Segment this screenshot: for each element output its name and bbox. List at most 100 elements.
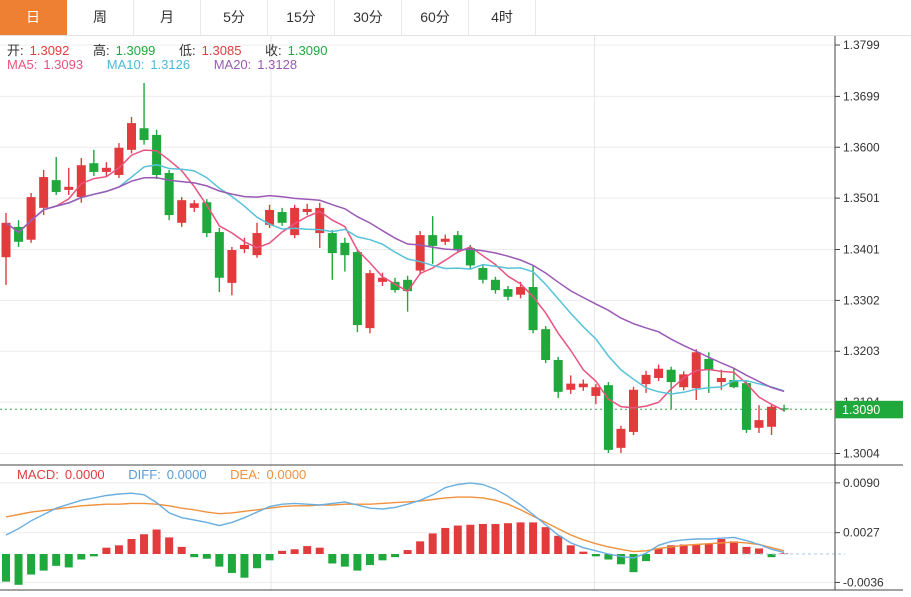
candle: [265, 209, 275, 225]
candle: [26, 197, 36, 240]
axes: [0, 35, 903, 591]
candle: [76, 165, 86, 198]
candle: [403, 279, 413, 292]
axis-tick-label: -0.0036: [843, 575, 884, 589]
macd-label: MACD:: [17, 467, 59, 482]
ma-info-row: MA5: 1.3093 MA10: 1.3126 MA20: 1.3128: [7, 57, 303, 72]
candle: [503, 289, 513, 297]
candle: [716, 377, 726, 383]
candle: [378, 277, 387, 282]
candle: [14, 226, 24, 242]
tab-week[interactable]: 周: [67, 0, 134, 35]
ma20-line: [5, 176, 785, 393]
candle: [541, 329, 551, 360]
candle: [679, 374, 689, 388]
candle: [490, 279, 500, 291]
axis-tick-label: 1.3302: [843, 293, 880, 307]
current-price-tag: 1.3090: [835, 400, 903, 419]
macd-info-row: MACD: 0.0000 DIFF: 0.0000 DEA: 0.0000: [17, 467, 312, 482]
tab-day[interactable]: 日: [0, 0, 67, 35]
close-value: 1.3090: [287, 43, 328, 58]
diff-line: [5, 482, 785, 559]
current-price-tag-value: 1.3090: [842, 403, 880, 417]
tab-60min[interactable]: 60分: [402, 0, 469, 35]
candle: [214, 232, 224, 278]
candle: [779, 408, 789, 410]
dea-label: DEA:: [230, 467, 261, 482]
candle: [202, 202, 212, 234]
candle: [453, 235, 463, 249]
axis-tick-label: 1.3600: [843, 140, 880, 154]
dea-value: 0.0000: [266, 467, 307, 482]
ma5-value: 1.3093: [43, 57, 84, 72]
candle: [39, 177, 49, 208]
candle: [127, 123, 136, 150]
tab-30min[interactable]: 30分: [335, 0, 402, 35]
ma20-value: 1.3128: [257, 57, 298, 72]
candle: [528, 287, 538, 331]
dea-line: [5, 496, 785, 553]
candle: [340, 242, 350, 256]
candle: [1, 222, 11, 258]
period-tabbar: 日 周 月 5分 15分 30分 60分 4时: [0, 0, 911, 36]
candle: [478, 268, 488, 280]
tab-4hour[interactable]: 4时: [469, 0, 536, 35]
candle: [704, 358, 714, 371]
candle: [654, 368, 664, 378]
candle: [428, 235, 438, 246]
candle: [189, 203, 199, 208]
candle: [239, 244, 249, 249]
candle: [89, 163, 99, 172]
high-label: 高:: [93, 43, 110, 58]
candle: [352, 252, 362, 326]
diff-label: DIFF:: [128, 467, 161, 482]
axis-tick-label: 1.3401: [843, 243, 880, 257]
candle: [290, 207, 300, 236]
candle: [591, 387, 601, 396]
ma5-line: [5, 149, 785, 412]
tab-15min[interactable]: 15分: [268, 0, 335, 35]
candlestick-series: [1, 83, 789, 453]
candle: [641, 374, 651, 385]
ma10-label: MA10:: [106, 57, 145, 72]
candle: [754, 420, 764, 428]
candle: [629, 389, 638, 432]
grid-lines: [0, 35, 835, 590]
candle: [152, 134, 162, 176]
candle: [578, 383, 588, 388]
tab-month[interactable]: 月: [134, 0, 201, 35]
candle: [302, 208, 312, 212]
ma10-line: [5, 163, 785, 395]
ohlc-info-row: 开: 1.3092 高: 1.3099 低: 1.3085 收: 1.3090: [7, 40, 333, 59]
ma5-label: MA5:: [7, 57, 38, 72]
diff-value: 0.0000: [166, 467, 207, 482]
close-label: 收:: [265, 43, 282, 58]
candle: [616, 428, 626, 448]
axis-tick-label: 1.3004: [843, 446, 880, 460]
candle: [365, 273, 375, 329]
axis-tick-label: 1.3799: [843, 38, 880, 52]
candle: [767, 406, 777, 427]
tab-5min[interactable]: 5分: [201, 0, 268, 35]
candle: [327, 233, 337, 254]
candle: [51, 180, 61, 192]
candle: [465, 247, 475, 266]
candle: [390, 281, 400, 291]
candle: [729, 380, 739, 388]
candle: [315, 207, 325, 234]
axis-tick-label: 0.0090: [843, 476, 880, 490]
macd-value: 0.0000: [64, 467, 105, 482]
candle: [64, 186, 74, 190]
candle: [666, 369, 676, 383]
axis-tick-label: 1.3501: [843, 191, 880, 205]
open-value: 1.3092: [29, 43, 70, 58]
macd-histogram: [2, 522, 789, 585]
candle: [164, 172, 174, 216]
axis-tick-label: 0.0027: [843, 526, 880, 540]
candle: [277, 211, 287, 223]
candle: [516, 287, 526, 295]
candle: [227, 250, 237, 283]
high-value: 1.3099: [115, 43, 156, 58]
